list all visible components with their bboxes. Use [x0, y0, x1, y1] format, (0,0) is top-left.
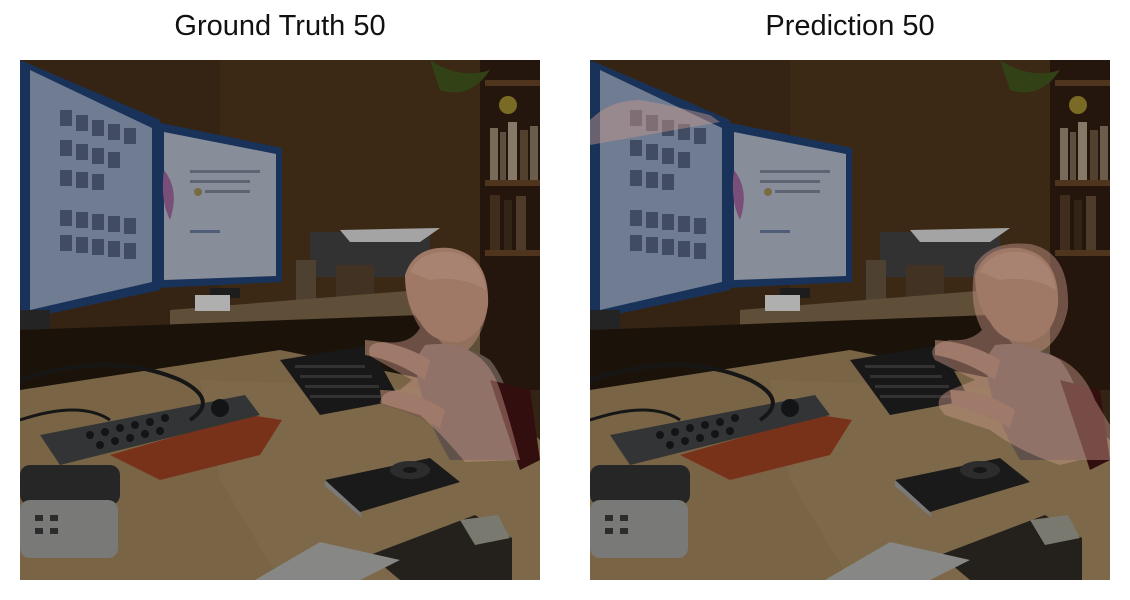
paper — [825, 542, 970, 580]
ground-truth-image — [20, 60, 540, 580]
ipod — [325, 458, 460, 518]
right-monitor — [726, 122, 852, 298]
child — [935, 247, 1110, 470]
left-monitor — [20, 60, 160, 370]
orange-cloth — [680, 415, 852, 480]
keyboard — [280, 345, 400, 415]
phone-left — [590, 465, 690, 558]
ipod — [895, 458, 1030, 518]
calculator — [940, 515, 1082, 580]
paper — [255, 542, 400, 580]
bookshelf — [480, 60, 540, 390]
calculator — [370, 515, 512, 580]
ground-truth-mask — [369, 247, 520, 462]
prediction-image — [590, 60, 1110, 580]
phone-left — [20, 465, 120, 558]
ground-truth-title: Ground Truth 50 — [174, 10, 386, 42]
keyboard — [850, 345, 970, 415]
remote-control — [40, 395, 260, 465]
prediction-title: Prediction 50 — [765, 10, 935, 42]
prediction-mask — [590, 100, 1110, 465]
right-monitor — [156, 122, 282, 298]
ground-truth-panel: Ground Truth 50 — [20, 0, 540, 600]
left-monitor — [590, 60, 730, 370]
plant-leaves — [430, 60, 490, 93]
printer — [866, 228, 1010, 300]
remote-control — [610, 395, 830, 465]
prediction-panel: Prediction 50 — [590, 0, 1110, 600]
orange-cloth — [110, 415, 282, 480]
plant-leaves — [1000, 60, 1060, 93]
bookshelf — [1050, 60, 1110, 390]
child — [365, 247, 540, 470]
